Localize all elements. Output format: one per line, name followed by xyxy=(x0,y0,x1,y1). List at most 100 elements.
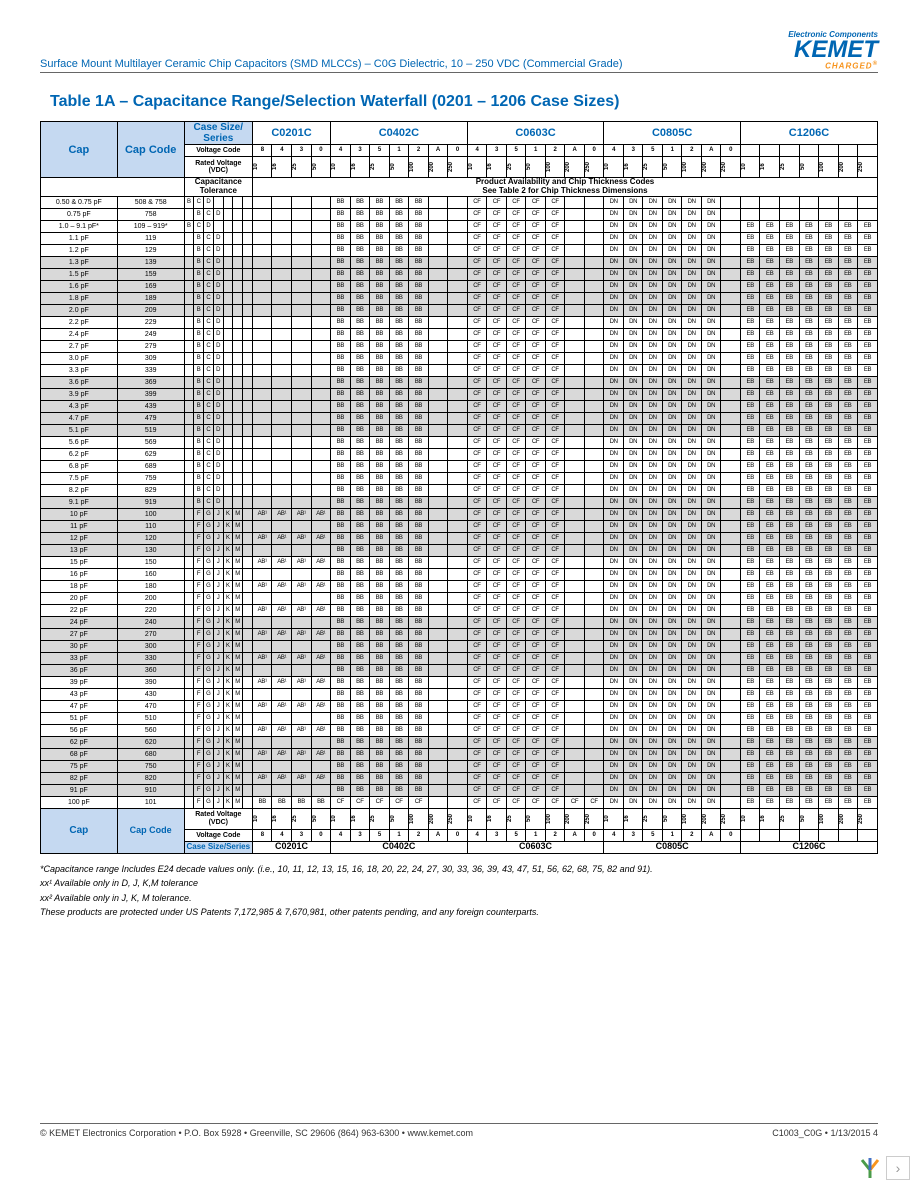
tol-cell xyxy=(184,664,194,676)
thickness-cell: EB xyxy=(819,232,839,244)
foot-vcode xyxy=(858,829,878,841)
thickness-cell: EB xyxy=(780,220,800,232)
tol-cell: C xyxy=(204,256,214,268)
vcode xyxy=(858,145,878,157)
thickness-cell xyxy=(584,664,604,676)
thickness-cell: EB xyxy=(838,532,858,544)
thickness-cell xyxy=(428,316,448,328)
thickness-cell: CF xyxy=(487,256,507,268)
thickness-cell: BB xyxy=(389,256,409,268)
thickness-cell: EB xyxy=(838,232,858,244)
thickness-cell: DN xyxy=(701,784,721,796)
thickness-cell: DN xyxy=(623,664,643,676)
thickness-cell: EB xyxy=(819,772,839,784)
thickness-cell: BB xyxy=(409,448,429,460)
thickness-cell: DN xyxy=(682,376,702,388)
tol-cell: M xyxy=(233,628,243,640)
thickness-cell: DN xyxy=(701,760,721,772)
cap-code: 569 xyxy=(117,436,184,448)
tol-cell xyxy=(243,424,253,436)
thickness-cell: EB xyxy=(740,292,760,304)
footnote-3: xx² Available only in J, K, M tolerance. xyxy=(40,891,878,905)
thickness-cell: DN xyxy=(623,328,643,340)
tol-cell: J xyxy=(213,712,223,724)
thickness-cell: DN xyxy=(604,496,624,508)
thickness-cell: BB xyxy=(409,508,429,520)
thickness-cell: CF xyxy=(487,328,507,340)
thickness-cell xyxy=(272,592,292,604)
tol-cell: K xyxy=(223,568,233,580)
tol-cell xyxy=(223,460,233,472)
thickness-cell xyxy=(565,484,585,496)
thickness-cell xyxy=(584,640,604,652)
thickness-cell: EB xyxy=(838,496,858,508)
tol-cell xyxy=(184,544,194,556)
thickness-cell xyxy=(780,208,800,220)
tol-cell: G xyxy=(204,604,214,616)
tol-cell xyxy=(184,616,194,628)
thickness-cell: EB xyxy=(780,700,800,712)
cap-value: 2.7 pF xyxy=(41,340,118,352)
thickness-cell xyxy=(311,256,331,268)
thickness-cell: EB xyxy=(838,316,858,328)
thickness-cell xyxy=(272,616,292,628)
thickness-cell xyxy=(584,616,604,628)
thickness-cell xyxy=(799,196,819,208)
thickness-cell: DN xyxy=(662,760,682,772)
tol-cell xyxy=(184,412,194,424)
thickness-cell xyxy=(311,268,331,280)
vcode: 0 xyxy=(448,145,468,157)
tol-cell: C xyxy=(204,244,214,256)
thickness-cell: EB xyxy=(819,652,839,664)
tol-cell: K xyxy=(223,772,233,784)
cap-value: 4.7 pF xyxy=(41,412,118,424)
thickness-cell: DN xyxy=(682,640,702,652)
tol-cell: M xyxy=(233,688,243,700)
thickness-cell: BB xyxy=(350,448,370,460)
thickness-cell: EB xyxy=(819,400,839,412)
thickness-cell xyxy=(448,208,468,220)
thickness-cell: CF xyxy=(545,760,565,772)
tol-cell xyxy=(243,688,253,700)
thickness-cell: BB xyxy=(350,328,370,340)
thickness-cell: DN xyxy=(623,244,643,256)
thickness-cell: EB xyxy=(819,352,839,364)
thickness-cell xyxy=(584,472,604,484)
thickness-cell: EB xyxy=(838,244,858,256)
thickness-cell: EB xyxy=(858,412,878,424)
voltage-val: 10 xyxy=(467,157,487,178)
cap-code: 919 xyxy=(117,496,184,508)
thickness-cell: EB xyxy=(740,748,760,760)
tol-cell: D xyxy=(213,268,223,280)
thickness-cell: EB xyxy=(780,676,800,688)
thickness-cell: BB xyxy=(389,676,409,688)
thickness-cell: BB xyxy=(350,304,370,316)
thickness-cell: BB xyxy=(331,244,351,256)
thickness-cell xyxy=(721,736,741,748)
footnote-2: xx¹ Available only in D, J, K,M toleranc… xyxy=(40,876,878,890)
thickness-cell: CF xyxy=(487,472,507,484)
thickness-cell: AB¹ xyxy=(311,772,331,784)
thickness-cell: EB xyxy=(838,520,858,532)
thickness-cell xyxy=(292,472,312,484)
thickness-cell xyxy=(448,472,468,484)
thickness-cell: CF xyxy=(506,388,526,400)
thickness-cell: EB xyxy=(780,268,800,280)
thickness-cell: EB xyxy=(838,364,858,376)
thickness-cell: DN xyxy=(662,280,682,292)
thickness-cell: CF xyxy=(467,316,487,328)
tol-cell: K xyxy=(223,700,233,712)
next-page-button[interactable]: › xyxy=(886,1156,910,1180)
tol-cell: C xyxy=(204,496,214,508)
thickness-cell xyxy=(292,544,312,556)
thickness-cell: DN xyxy=(662,388,682,400)
tol-cell xyxy=(184,592,194,604)
thickness-cell: CF xyxy=(506,220,526,232)
tol-cell: D xyxy=(213,412,223,424)
thickness-cell: DN xyxy=(701,352,721,364)
tol-cell: K xyxy=(223,520,233,532)
thickness-cell: CF xyxy=(565,796,585,808)
voltage-val: 250 xyxy=(448,157,468,178)
tol-cell: J xyxy=(213,676,223,688)
tol-cell: M xyxy=(233,724,243,736)
